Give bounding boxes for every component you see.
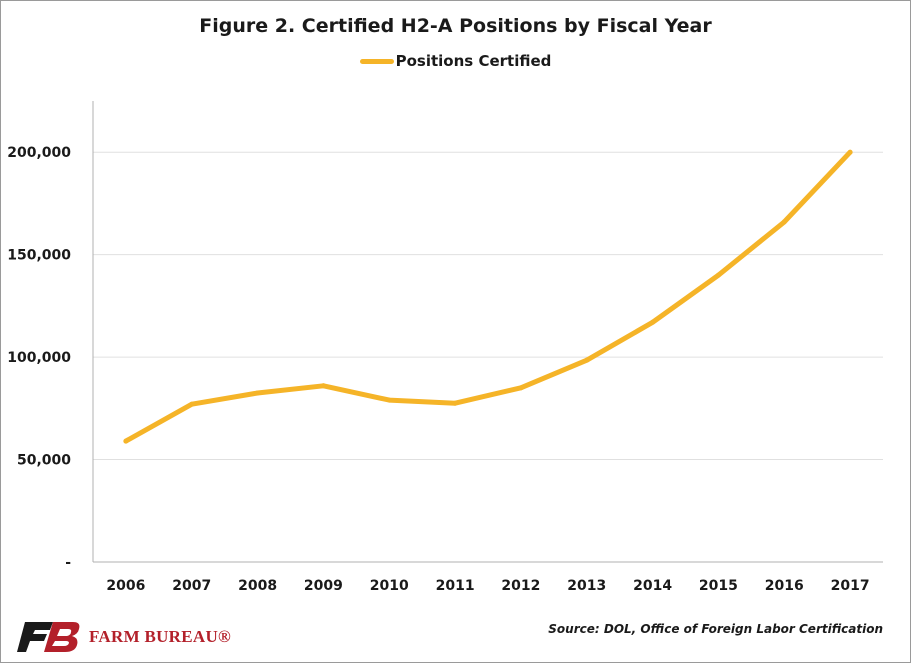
- series-line-positions-certified: [123, 149, 853, 444]
- x-tick-label: 2010: [370, 578, 409, 594]
- chart-title: Figure 2. Certified H2-A Positions by Fi…: [199, 15, 712, 37]
- legend: Positions Certified: [1, 52, 910, 70]
- x-tick-label: 2007: [172, 578, 211, 594]
- x-tick-label: 2006: [106, 578, 145, 594]
- x-tick-label: 2013: [567, 578, 606, 594]
- fb-logo-icon: [17, 622, 80, 652]
- x-tick-label: 2009: [304, 578, 343, 594]
- y-tick-labels: - 50,000 100,000 150,000 200,000: [7, 145, 71, 571]
- series-layer: [123, 149, 853, 444]
- data-point: [189, 401, 195, 407]
- source-note: Source: DOL, Office of Foreign Labor Cer…: [548, 622, 883, 636]
- y-tick-label: -: [65, 555, 71, 571]
- data-point: [452, 400, 458, 406]
- y-tick-label: 150,000: [7, 248, 71, 264]
- x-tick-label: 2015: [699, 578, 738, 594]
- data-point: [715, 272, 721, 278]
- x-tick-label: 2012: [501, 578, 540, 594]
- axes: [92, 101, 883, 563]
- x-tick-label: 2016: [765, 578, 804, 594]
- data-point: [584, 357, 590, 363]
- logo-text: FARM BUREAU®: [89, 627, 232, 646]
- x-tick-label: 2014: [633, 578, 672, 594]
- x-tick-label: 2017: [831, 578, 870, 594]
- y-tick-label: 50,000: [17, 453, 71, 469]
- x-tick-label: 2008: [238, 578, 277, 594]
- data-point: [255, 390, 261, 396]
- data-point: [518, 385, 524, 391]
- x-tick-labels: 2006 2007 2008 2009 2010 2011 2012 2013 2014 2015…: [106, 578, 869, 594]
- legend-swatch: [359, 58, 394, 64]
- farm-bureau-logo: FARM BUREAU®: [17, 622, 231, 652]
- data-point: [123, 438, 129, 444]
- data-point: [650, 319, 656, 325]
- gridlines: [93, 151, 883, 461]
- data-point: [386, 397, 392, 403]
- data-point: [847, 149, 853, 155]
- y-tick-label: 200,000: [7, 145, 71, 161]
- data-point: [781, 219, 787, 225]
- data-point: [320, 383, 326, 389]
- legend-label: Positions Certified: [395, 52, 552, 70]
- x-tick-label: 2011: [436, 578, 475, 594]
- y-tick-label: 100,000: [7, 350, 71, 366]
